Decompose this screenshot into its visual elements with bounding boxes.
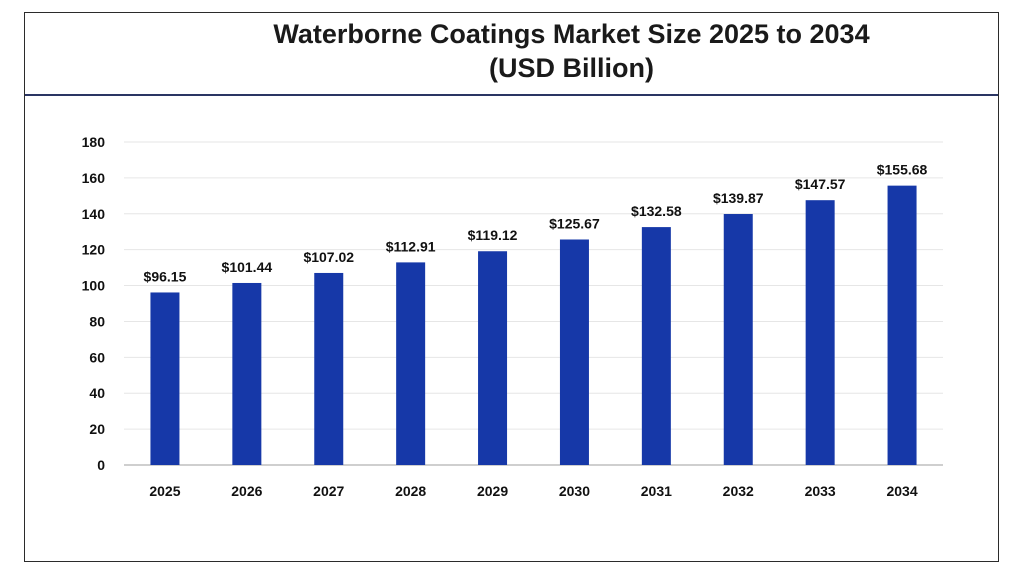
y-tick-label: 0 — [97, 457, 105, 473]
bar-value-label: $96.15 — [144, 268, 187, 284]
x-tick-label: 2031 — [641, 483, 672, 499]
bar — [478, 251, 508, 465]
x-tick-label: 2029 — [477, 483, 508, 499]
chart-frame: Waterborne Coatings Market Size 2025 to … — [24, 12, 999, 562]
title-band: Waterborne Coatings Market Size 2025 to … — [25, 13, 998, 96]
bar-value-label: $139.87 — [713, 190, 764, 206]
x-tick-label: 2028 — [395, 483, 426, 499]
bar — [232, 282, 262, 465]
y-tick-label: 160 — [82, 170, 106, 186]
y-tick-label: 120 — [82, 242, 106, 258]
x-tick-label: 2027 — [313, 483, 344, 499]
bar-value-label: $132.58 — [631, 203, 682, 219]
chart-subtitle: (USD Billion) — [489, 53, 654, 83]
bar-value-label: $155.68 — [877, 162, 928, 178]
bar-value-label: $107.02 — [303, 249, 354, 265]
bar-value-label: $101.44 — [222, 259, 273, 275]
x-tick-label: 2032 — [723, 483, 754, 499]
y-tick-label: 80 — [89, 313, 105, 329]
x-tick-label: 2025 — [149, 483, 180, 499]
bar-value-label: $125.67 — [549, 215, 600, 231]
bar — [723, 214, 753, 465]
bar — [805, 200, 835, 465]
bar-value-label: $112.91 — [386, 238, 436, 254]
bar — [314, 272, 344, 465]
y-tick-label: 100 — [82, 278, 106, 294]
chart-title: Waterborne Coatings Market Size 2025 to … — [273, 19, 870, 49]
x-tick-label: 2026 — [231, 483, 262, 499]
x-tick-label: 2034 — [886, 483, 917, 499]
x-tick-label: 2033 — [805, 483, 836, 499]
bar — [559, 239, 589, 465]
bar — [150, 292, 180, 465]
y-tick-label: 60 — [89, 349, 105, 365]
bar — [396, 262, 426, 465]
x-tick-label: 2030 — [559, 483, 590, 499]
bar-value-label: $119.12 — [468, 227, 518, 243]
bar — [641, 227, 671, 465]
y-tick-label: 140 — [82, 206, 106, 222]
bar-value-label: $147.57 — [795, 176, 846, 192]
y-tick-label: 180 — [82, 134, 106, 150]
bar — [887, 185, 917, 466]
y-tick-label: 40 — [89, 385, 105, 401]
y-tick-label: 20 — [89, 421, 105, 437]
